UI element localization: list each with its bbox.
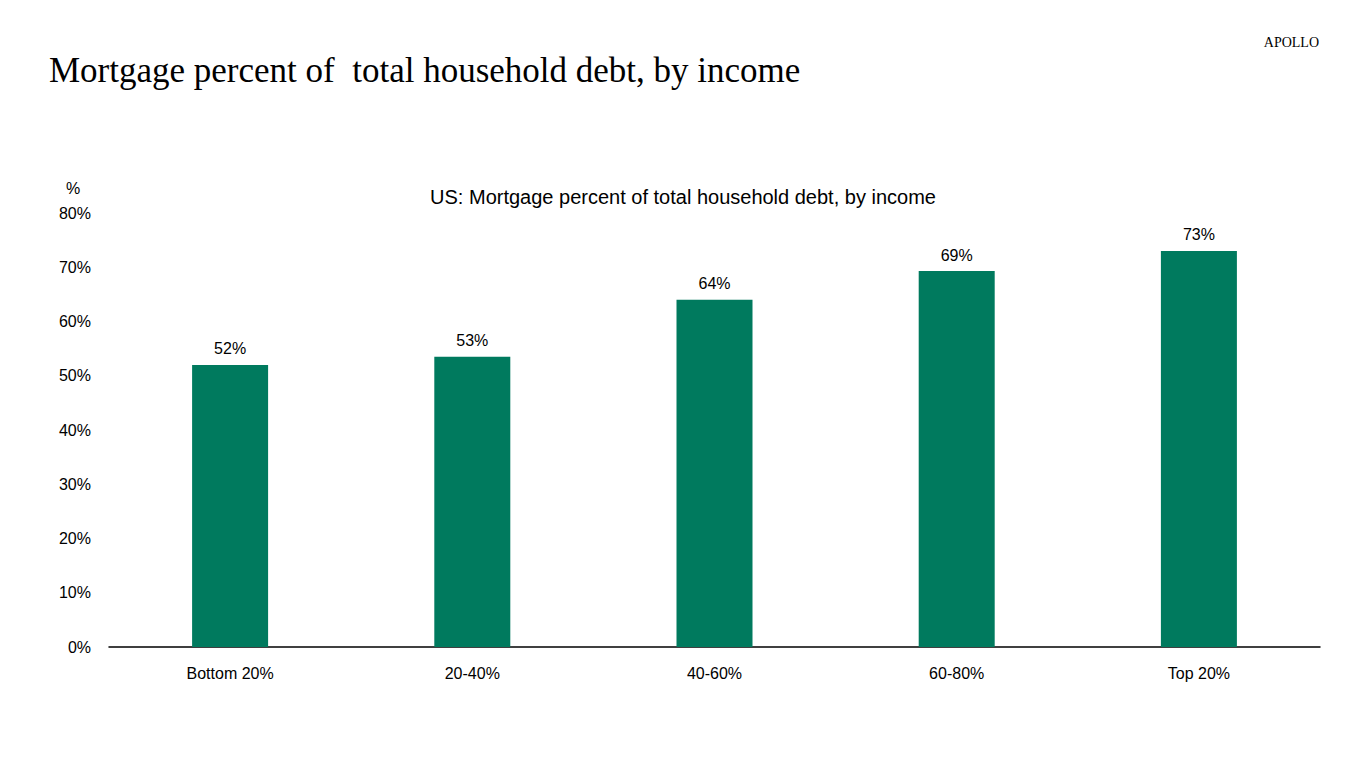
svg-text:Top 20%: Top 20% (1168, 665, 1230, 682)
svg-text:53%: 53% (456, 332, 488, 349)
svg-text:20-40%: 20-40% (445, 665, 500, 682)
svg-text:69%: 69% (941, 247, 973, 264)
svg-text:40%: 40% (59, 422, 91, 439)
svg-text:0%: 0% (68, 639, 91, 656)
svg-text:30%: 30% (59, 476, 91, 493)
svg-text:80%: 80% (59, 205, 91, 222)
svg-text:Bottom 20%: Bottom 20% (187, 665, 274, 682)
svg-text:60%: 60% (59, 313, 91, 330)
svg-text:US: Mortgage percent of total: US: Mortgage percent of total household … (430, 186, 936, 208)
svg-text:70%: 70% (59, 259, 91, 276)
svg-text:Mortgage percent of total hou: Mortgage percent of total household debt… (49, 51, 800, 90)
svg-text:52%: 52% (214, 340, 246, 357)
svg-text:50%: 50% (59, 367, 91, 384)
svg-text:10%: 10% (59, 584, 91, 601)
svg-text:20%: 20% (59, 530, 91, 547)
svg-text:%: % (66, 180, 80, 197)
svg-text:APOLLO: APOLLO (1264, 35, 1319, 50)
svg-text:40-60%: 40-60% (687, 665, 742, 682)
svg-text:73%: 73% (1183, 226, 1215, 243)
svg-text:64%: 64% (698, 275, 730, 292)
svg-text:60-80%: 60-80% (929, 665, 984, 682)
